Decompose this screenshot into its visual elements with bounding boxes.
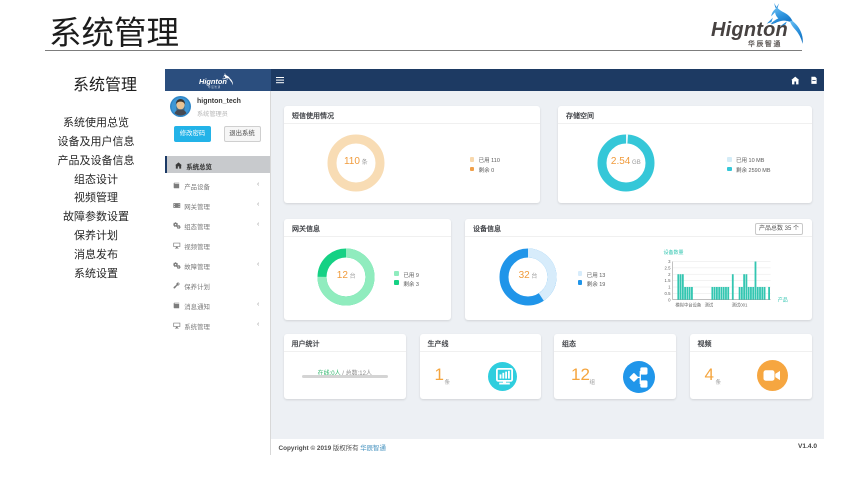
svg-text:模拟中台设备: 模拟中台设备 <box>675 302 701 309</box>
svg-text:测试: 测试 <box>705 302 714 309</box>
svg-text:1.5: 1.5 <box>665 278 672 283</box>
svg-text:测试001: 测试001 <box>732 302 748 309</box>
svg-text:0: 0 <box>668 297 671 302</box>
svg-text:设备数量: 设备数量 <box>664 249 684 256</box>
svg-text:产品: 产品 <box>778 297 788 304</box>
svg-text:3: 3 <box>668 259 671 264</box>
svg-text:2: 2 <box>668 272 671 277</box>
svg-text:2.5: 2.5 <box>665 266 672 271</box>
svg-text:0.5: 0.5 <box>665 291 672 296</box>
svg-text:1: 1 <box>668 285 671 290</box>
